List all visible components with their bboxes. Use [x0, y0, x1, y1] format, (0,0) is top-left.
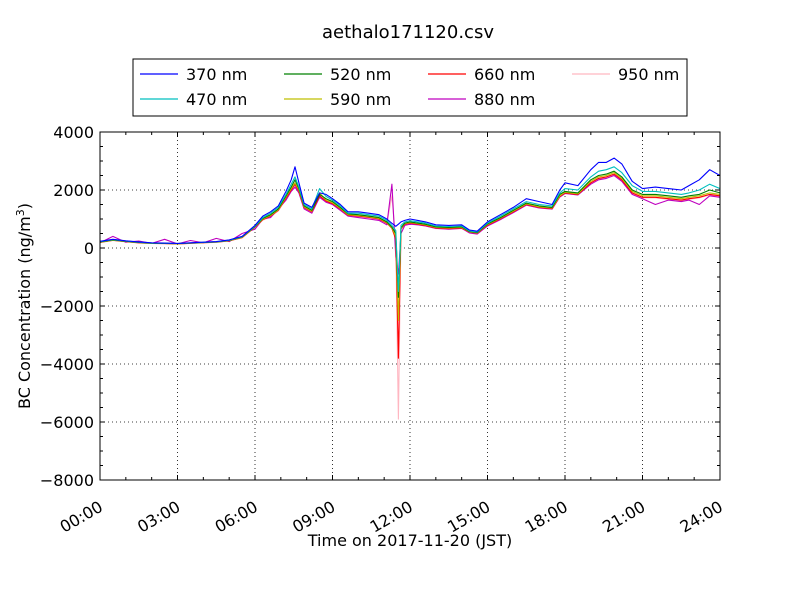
axis-ticks [99, 131, 721, 481]
legend-label: 370 nm [186, 65, 247, 84]
series-lines [100, 157, 720, 420]
x-tick-label: 03:00 [134, 497, 183, 537]
series-line-370-nm [100, 157, 720, 244]
y-tick-label: 0 [84, 239, 94, 258]
y-tick-label: −6000 [40, 413, 94, 432]
x-axis-label: Time on 2017-11-20 (JST) [307, 531, 512, 550]
legend: 370 nm 470 nm 520 nm 590 nm 660 nm 880 nm 950 … [132, 58, 688, 117]
y-tick-label: −2000 [40, 297, 94, 316]
legend-label: 470 nm [186, 90, 247, 109]
y-axis-label: BC Concentration (ng/m3) [14, 203, 34, 409]
x-tick-label: 21:00 [599, 497, 648, 537]
series-line-880-nm [100, 174, 720, 275]
legend-label: 950 nm [618, 65, 679, 84]
legend-label: 880 nm [474, 90, 535, 109]
x-tick-label: 18:00 [522, 497, 571, 537]
series-line-590-nm [100, 172, 720, 322]
x-tick-label: 24:00 [677, 497, 726, 537]
x-tick-label: 00:00 [57, 497, 106, 537]
y-axis-label-superscript: 3 [14, 209, 27, 216]
y-axis-label-main: BC Concentration (ng/m [15, 216, 34, 409]
legend-label: 660 nm [474, 65, 535, 84]
y-tick-labels: −8000 −6000 −4000 −2000 0 2000 4000 [40, 123, 94, 490]
y-tick-label: 2000 [53, 181, 94, 200]
chart-title: aethalo171120.csv [322, 22, 494, 43]
legend-box [132, 58, 688, 117]
series-line-660-nm [100, 173, 720, 359]
legend-label: 520 nm [330, 65, 391, 84]
y-axis-label-close: ) [15, 203, 34, 209]
legend-label: 590 nm [330, 90, 391, 109]
y-tick-label: −4000 [40, 355, 94, 374]
y-tick-label: −8000 [40, 471, 94, 490]
y-tick-label: 4000 [53, 123, 94, 142]
x-tick-label: 06:00 [212, 497, 261, 537]
